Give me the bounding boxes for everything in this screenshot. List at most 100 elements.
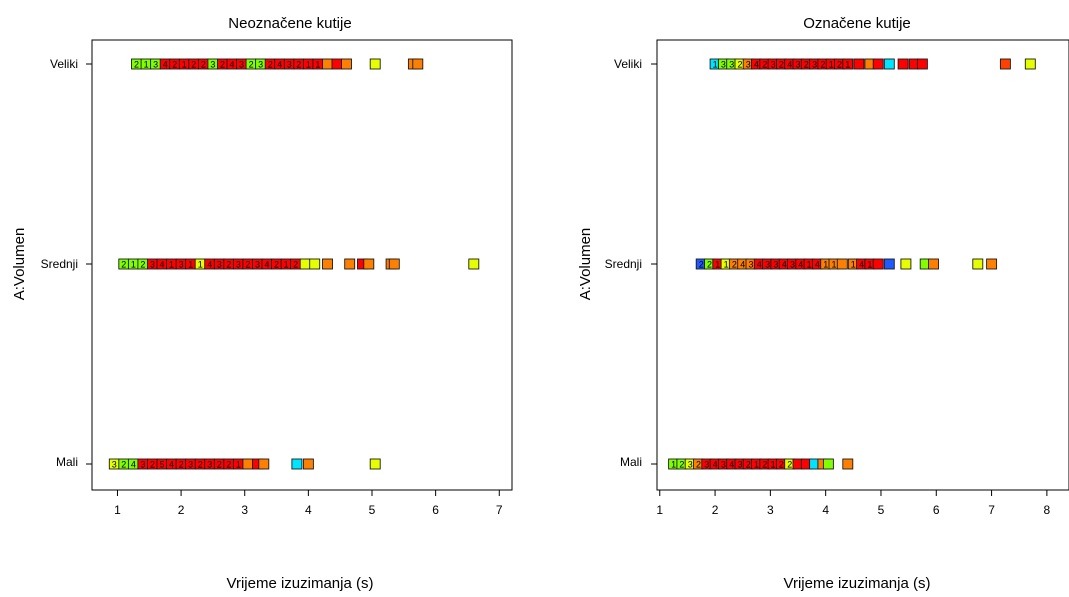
point-count-label-left: 2 xyxy=(226,460,231,470)
point-count-label-left: 1 xyxy=(284,260,289,270)
point-count-label-left: 2 xyxy=(226,260,231,270)
data-point-srednji-left xyxy=(468,258,480,270)
x-tick-label-left: 5 xyxy=(369,503,376,517)
point-count-label-right: 1 xyxy=(671,460,676,470)
point-count-label-left: 1 xyxy=(131,260,136,270)
data-point-mali-left xyxy=(291,458,303,470)
point-count-label-right: 1 xyxy=(831,260,836,270)
point-count-label-right: 3 xyxy=(771,60,776,70)
point-count-label-left: 4 xyxy=(159,260,164,270)
point-count-label-right: 3 xyxy=(746,60,751,70)
point-count-label-right: 3 xyxy=(748,260,753,270)
x-tick-label-left: 6 xyxy=(432,503,439,517)
data-point-veliki-right xyxy=(842,58,854,70)
point-count-label-left: 2 xyxy=(268,60,273,70)
point-count-label-right: 1 xyxy=(771,460,776,470)
point-count-label-right: 2 xyxy=(762,60,767,70)
point-count-label-right: 2 xyxy=(779,60,784,70)
data-point-srednji-left xyxy=(344,258,356,270)
point-count-label-left: 2 xyxy=(245,260,250,270)
point-count-label-right: 3 xyxy=(729,60,734,70)
data-point-srednji-right xyxy=(928,258,939,270)
panel-left: Neoznačene kutije Vrijeme izuzimanja (s)… xyxy=(11,15,373,592)
point-count-label-left: 2 xyxy=(249,60,254,70)
plot-area-left: 1 2 3 4 5 6 72 1 3 4 2 1 2 2 3 2 4 3 2 3 2 4 3 2 1 12 1 2 3 4 1 3 1 1 4 3 2 3… xyxy=(86,39,513,517)
panel-right: Označene kutije Vrijeme izuzimanja (s) A… xyxy=(577,15,930,592)
point-count-label-right: 2 xyxy=(696,460,701,470)
point-count-label-right: 2 xyxy=(762,460,767,470)
point-count-label-left: 2 xyxy=(201,60,206,70)
point-count-label-left: 3 xyxy=(207,460,212,470)
point-count-label-right: 1 xyxy=(807,260,812,270)
point-count-label-left: 4 xyxy=(169,460,174,470)
point-count-label-left: 2 xyxy=(121,460,126,470)
chart-title-left: Neoznačene kutije xyxy=(228,15,351,32)
data-point-srednji-right xyxy=(836,258,848,270)
point-count-label-right: 4 xyxy=(787,60,792,70)
x-tick-label-right: 3 xyxy=(767,503,774,517)
data-point-veliki-left xyxy=(341,58,352,70)
point-count-label-right: 2 xyxy=(699,260,704,270)
data-point-veliki-right xyxy=(883,58,895,70)
data-point-veliki-right xyxy=(872,58,884,70)
point-count-label-left: 1 xyxy=(236,460,241,470)
point-count-label-right: 3 xyxy=(721,460,726,470)
point-count-label-left: 3 xyxy=(236,260,241,270)
point-count-label-right: 2 xyxy=(837,60,842,70)
point-count-label-left: 3 xyxy=(258,60,263,70)
point-count-label-right: 1 xyxy=(754,460,759,470)
x-tick-label-left: 2 xyxy=(178,503,185,517)
point-count-label-left: 1 xyxy=(182,60,187,70)
x-tick-label-left: 4 xyxy=(305,503,312,517)
point-count-label-left: 3 xyxy=(150,260,155,270)
point-count-label-left: 4 xyxy=(163,60,168,70)
x-tick-label-right: 5 xyxy=(878,503,885,517)
x-tick-label-right: 7 xyxy=(988,503,995,517)
x-axis-label-right: Vrijeme izuzimanja (s) xyxy=(784,575,931,592)
point-count-label-right: 4 xyxy=(713,460,718,470)
point-count-label-left: 2 xyxy=(150,460,155,470)
point-count-label-left: 2 xyxy=(172,60,177,70)
point-count-label-left: 1 xyxy=(315,60,320,70)
data-point-mali-left xyxy=(258,458,270,470)
point-count-label-right: 1 xyxy=(713,60,718,70)
x-tick-label-right: 1 xyxy=(656,503,663,517)
point-count-label-left: 2 xyxy=(140,260,145,270)
y-tick-label-veliki-left: Veliki xyxy=(50,57,78,71)
x-tick-label-right: 2 xyxy=(712,503,719,517)
point-count-label-right: 4 xyxy=(782,260,787,270)
x-tick-label-left: 1 xyxy=(114,503,121,517)
point-count-label-right: 3 xyxy=(721,60,726,70)
plot-area-right: 1 2 3 4 5 6 7 81 3 3 2 3 4 2 3 2 4 3 2 3 2 1 2 12 2 1 1 2 4 3 4 3 3 4 3 4 1 4… xyxy=(651,39,1069,517)
point-count-label-right: 4 xyxy=(757,260,762,270)
point-count-label-left: 2 xyxy=(217,460,222,470)
data-point-srednji-right xyxy=(986,258,998,270)
point-count-label-left: 3 xyxy=(239,60,244,70)
data-point-mali-left xyxy=(302,458,314,470)
y-tick-label-srednji-left: Srednji xyxy=(41,257,78,271)
point-count-label-left: 4 xyxy=(277,60,282,70)
data-point-srednji-right xyxy=(900,258,912,270)
plot-frame-right xyxy=(656,39,1069,491)
point-count-label-left: 3 xyxy=(153,60,158,70)
point-count-label-right: 4 xyxy=(729,460,734,470)
point-count-label-right: 3 xyxy=(704,460,709,470)
point-count-label-right: 2 xyxy=(804,60,809,70)
data-point-veliki-left xyxy=(369,58,381,70)
point-count-label-left: 1 xyxy=(306,60,311,70)
point-count-label-right: 3 xyxy=(773,260,778,270)
y-tick-label-veliki-right: Veliki xyxy=(614,57,642,71)
point-count-label-right: 1 xyxy=(845,60,850,70)
point-count-label-left: 3 xyxy=(140,460,145,470)
point-count-label-left: 2 xyxy=(191,60,196,70)
point-count-label-right: 2 xyxy=(679,460,684,470)
point-count-label-right: 2 xyxy=(787,460,792,470)
point-count-label-left: 4 xyxy=(131,460,136,470)
data-point-srednji-left xyxy=(299,258,311,270)
point-count-label-right: 4 xyxy=(798,260,803,270)
data-point-veliki-left xyxy=(412,58,424,70)
data-point-srednji-left xyxy=(388,258,400,270)
point-count-label-left: 2 xyxy=(220,60,225,70)
